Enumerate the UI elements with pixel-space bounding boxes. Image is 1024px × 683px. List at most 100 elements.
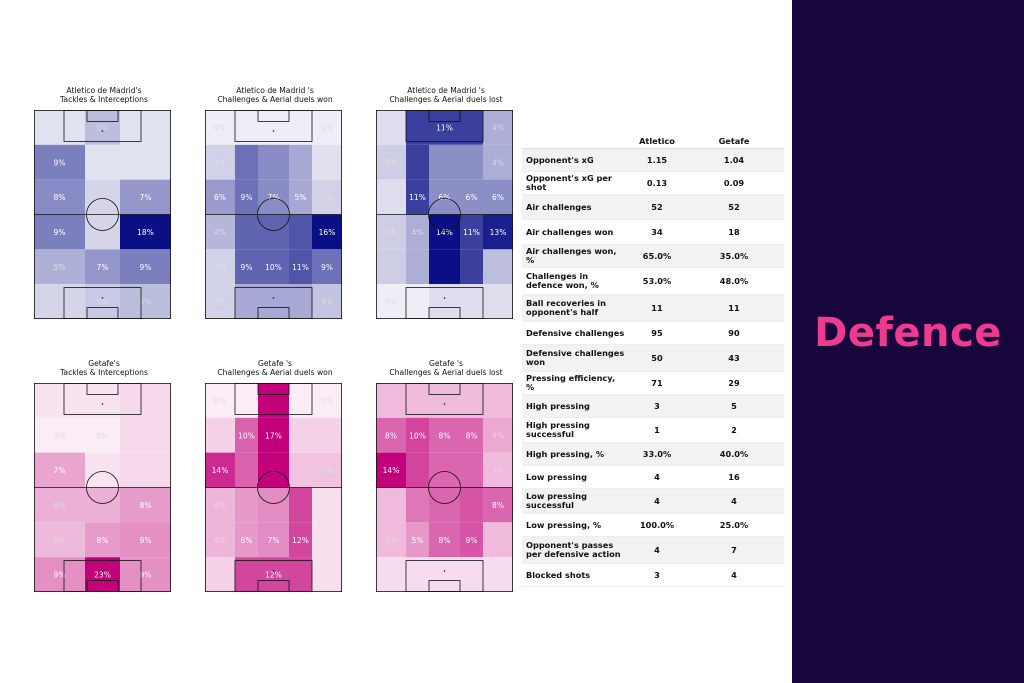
heatmap-cell-label: 10% — [265, 263, 282, 272]
table-row: Pressing efficiency, % 71 29 — [522, 372, 784, 395]
heatmap-cell — [258, 557, 289, 592]
heatmap-pitch-2: 0% 0% 1% 4% 6% 9% 7% 5% 2% 4% 16% 2% 9% 10% 11% 9% 2% 3% — [205, 110, 342, 320]
heatmap-title-line: Getafe 's — [429, 359, 463, 368]
heatmap-cell-label: 9% — [241, 193, 253, 202]
penalty-spot — [272, 130, 275, 132]
heatmap-cell — [289, 249, 312, 285]
heatmap-cell-label: 9% — [140, 571, 152, 580]
heatmap-cell — [258, 214, 289, 250]
heatmap-cell — [205, 144, 235, 180]
heatmap-cell — [406, 284, 429, 319]
heatmap-cell — [235, 249, 258, 285]
pitch-marking — [86, 110, 119, 122]
heatmap-cell — [406, 179, 429, 215]
heatmap-cell — [376, 144, 406, 180]
table-row: Low pressing, % 100.0% 25.0% — [522, 514, 784, 537]
heatmap-cell — [235, 214, 258, 250]
heatmap-cell — [205, 179, 235, 215]
heatmap-cell-label: 5% — [54, 536, 66, 545]
table-row: High pressing successful 1 2 — [522, 418, 784, 443]
heatmap-cell-label: 14% — [212, 466, 229, 475]
row-label: Defensive challenges won — [526, 348, 625, 367]
heatmap-cell — [85, 417, 120, 453]
heatmap-cell — [235, 179, 258, 215]
heatmap-cell — [429, 214, 460, 250]
heatmap-cell — [460, 144, 483, 180]
penalty-spot — [101, 570, 104, 572]
heatmap-pitch-3: 11% 4% 2% 4% 11% 6% 6% 6% 2% 4% 14% 11% 13% 0% — [376, 110, 513, 320]
heatmap-cell-label: 6% — [241, 536, 253, 545]
heatmap-cell — [483, 144, 513, 180]
heatmap-cell — [376, 487, 406, 523]
heatmap-cell — [376, 452, 406, 488]
heatmap-cell — [205, 557, 235, 592]
heatmap-title-6: Getafe 's Challenges & Aerial duels lost — [346, 359, 546, 377]
value-getafe: 25.0% — [719, 520, 749, 530]
heatmap-cell — [205, 522, 235, 558]
heatmap-cell — [258, 249, 289, 285]
heatmap-cell — [460, 487, 483, 523]
heatmap-cell-label: 14% — [383, 466, 400, 475]
heatmap-cell-label: 8% — [385, 431, 397, 440]
heatmap-cell — [34, 522, 85, 558]
value-getafe: 90 — [728, 328, 740, 338]
heatmap-cell — [205, 452, 235, 488]
heatmap-cell — [460, 179, 483, 215]
heatmap-cell-label: 6% — [466, 193, 478, 202]
pitch-marking — [257, 471, 290, 504]
value-getafe: 16 — [728, 472, 740, 482]
penalty-spot — [101, 297, 104, 299]
heatmap-cell — [289, 144, 312, 180]
value-atletico: 50 — [651, 353, 663, 363]
heatmap-cell — [235, 557, 258, 592]
value-getafe: 43 — [728, 353, 740, 363]
value-getafe: 7 — [731, 545, 737, 555]
value-atletico: 4 — [654, 545, 660, 555]
heatmap-cell — [312, 487, 342, 523]
heatmap-cell-label: 2% — [385, 228, 397, 237]
heatmap-cell-label: 5% — [412, 536, 424, 545]
heatmap-cell — [235, 417, 258, 453]
heatmap-cell — [429, 383, 460, 418]
heatmap-cell — [258, 179, 289, 215]
heatmap-cell-label: 11% — [292, 263, 309, 272]
heatmap-cell — [406, 417, 429, 453]
heatmap-cell — [85, 179, 120, 215]
heatmap-cell — [460, 417, 483, 453]
heatmap-cell — [85, 557, 120, 592]
heatmap-pitch-6: 8% 10% 8% 8% 4% 14% 3% 8% 3% 5% 8% 9% — [376, 383, 513, 593]
heatmap-cell — [312, 179, 342, 215]
heatmap-cell — [312, 522, 342, 558]
heatmap-cell — [34, 284, 85, 319]
table-row: Ball recoveries in opponent's half 11 11 — [522, 295, 784, 322]
value-atletico: 11 — [651, 303, 663, 313]
heatmap-cell-label: 8% — [439, 536, 451, 545]
heatmap-cell — [376, 179, 406, 215]
heatmap-cell-label: 8% — [54, 193, 66, 202]
value-atletico: 1 — [654, 425, 660, 435]
heatmap-cell — [429, 417, 460, 453]
heatmap-cell — [205, 487, 235, 523]
heatmap-cell-label: 17% — [265, 431, 282, 440]
row-label: Air challenges won — [526, 226, 614, 237]
heatmap-cell — [460, 452, 483, 488]
value-atletico: 3 — [654, 401, 660, 411]
heatmap-cell — [312, 144, 342, 180]
heatmap-pitch-5: 0% 0% 2% 10% 17% 2% 14% 3% 4% 4% 6% 7% 12% 2% 12% — [205, 383, 342, 593]
heatmap-cell — [258, 110, 289, 145]
heatmap-cell — [235, 110, 258, 145]
heatmap-cell-label: 6% — [214, 193, 226, 202]
heatmap-cell — [376, 284, 406, 319]
heatmap-cell — [289, 179, 312, 215]
heatmap-cell — [120, 417, 171, 453]
heatmap-title-line: Getafe 's — [258, 359, 292, 368]
heatmap-cell-label: 7% — [140, 193, 152, 202]
heatmap-cell — [85, 522, 120, 558]
heatmap-cell — [205, 214, 235, 250]
pitch-marking — [428, 307, 461, 320]
heatmap-cell-label: 11% — [463, 228, 480, 237]
heatmap-cell — [289, 557, 312, 592]
heatmap-cell — [289, 417, 312, 453]
heatmap-cell-label: 23% — [94, 571, 111, 580]
heatmap-cell — [429, 144, 460, 180]
